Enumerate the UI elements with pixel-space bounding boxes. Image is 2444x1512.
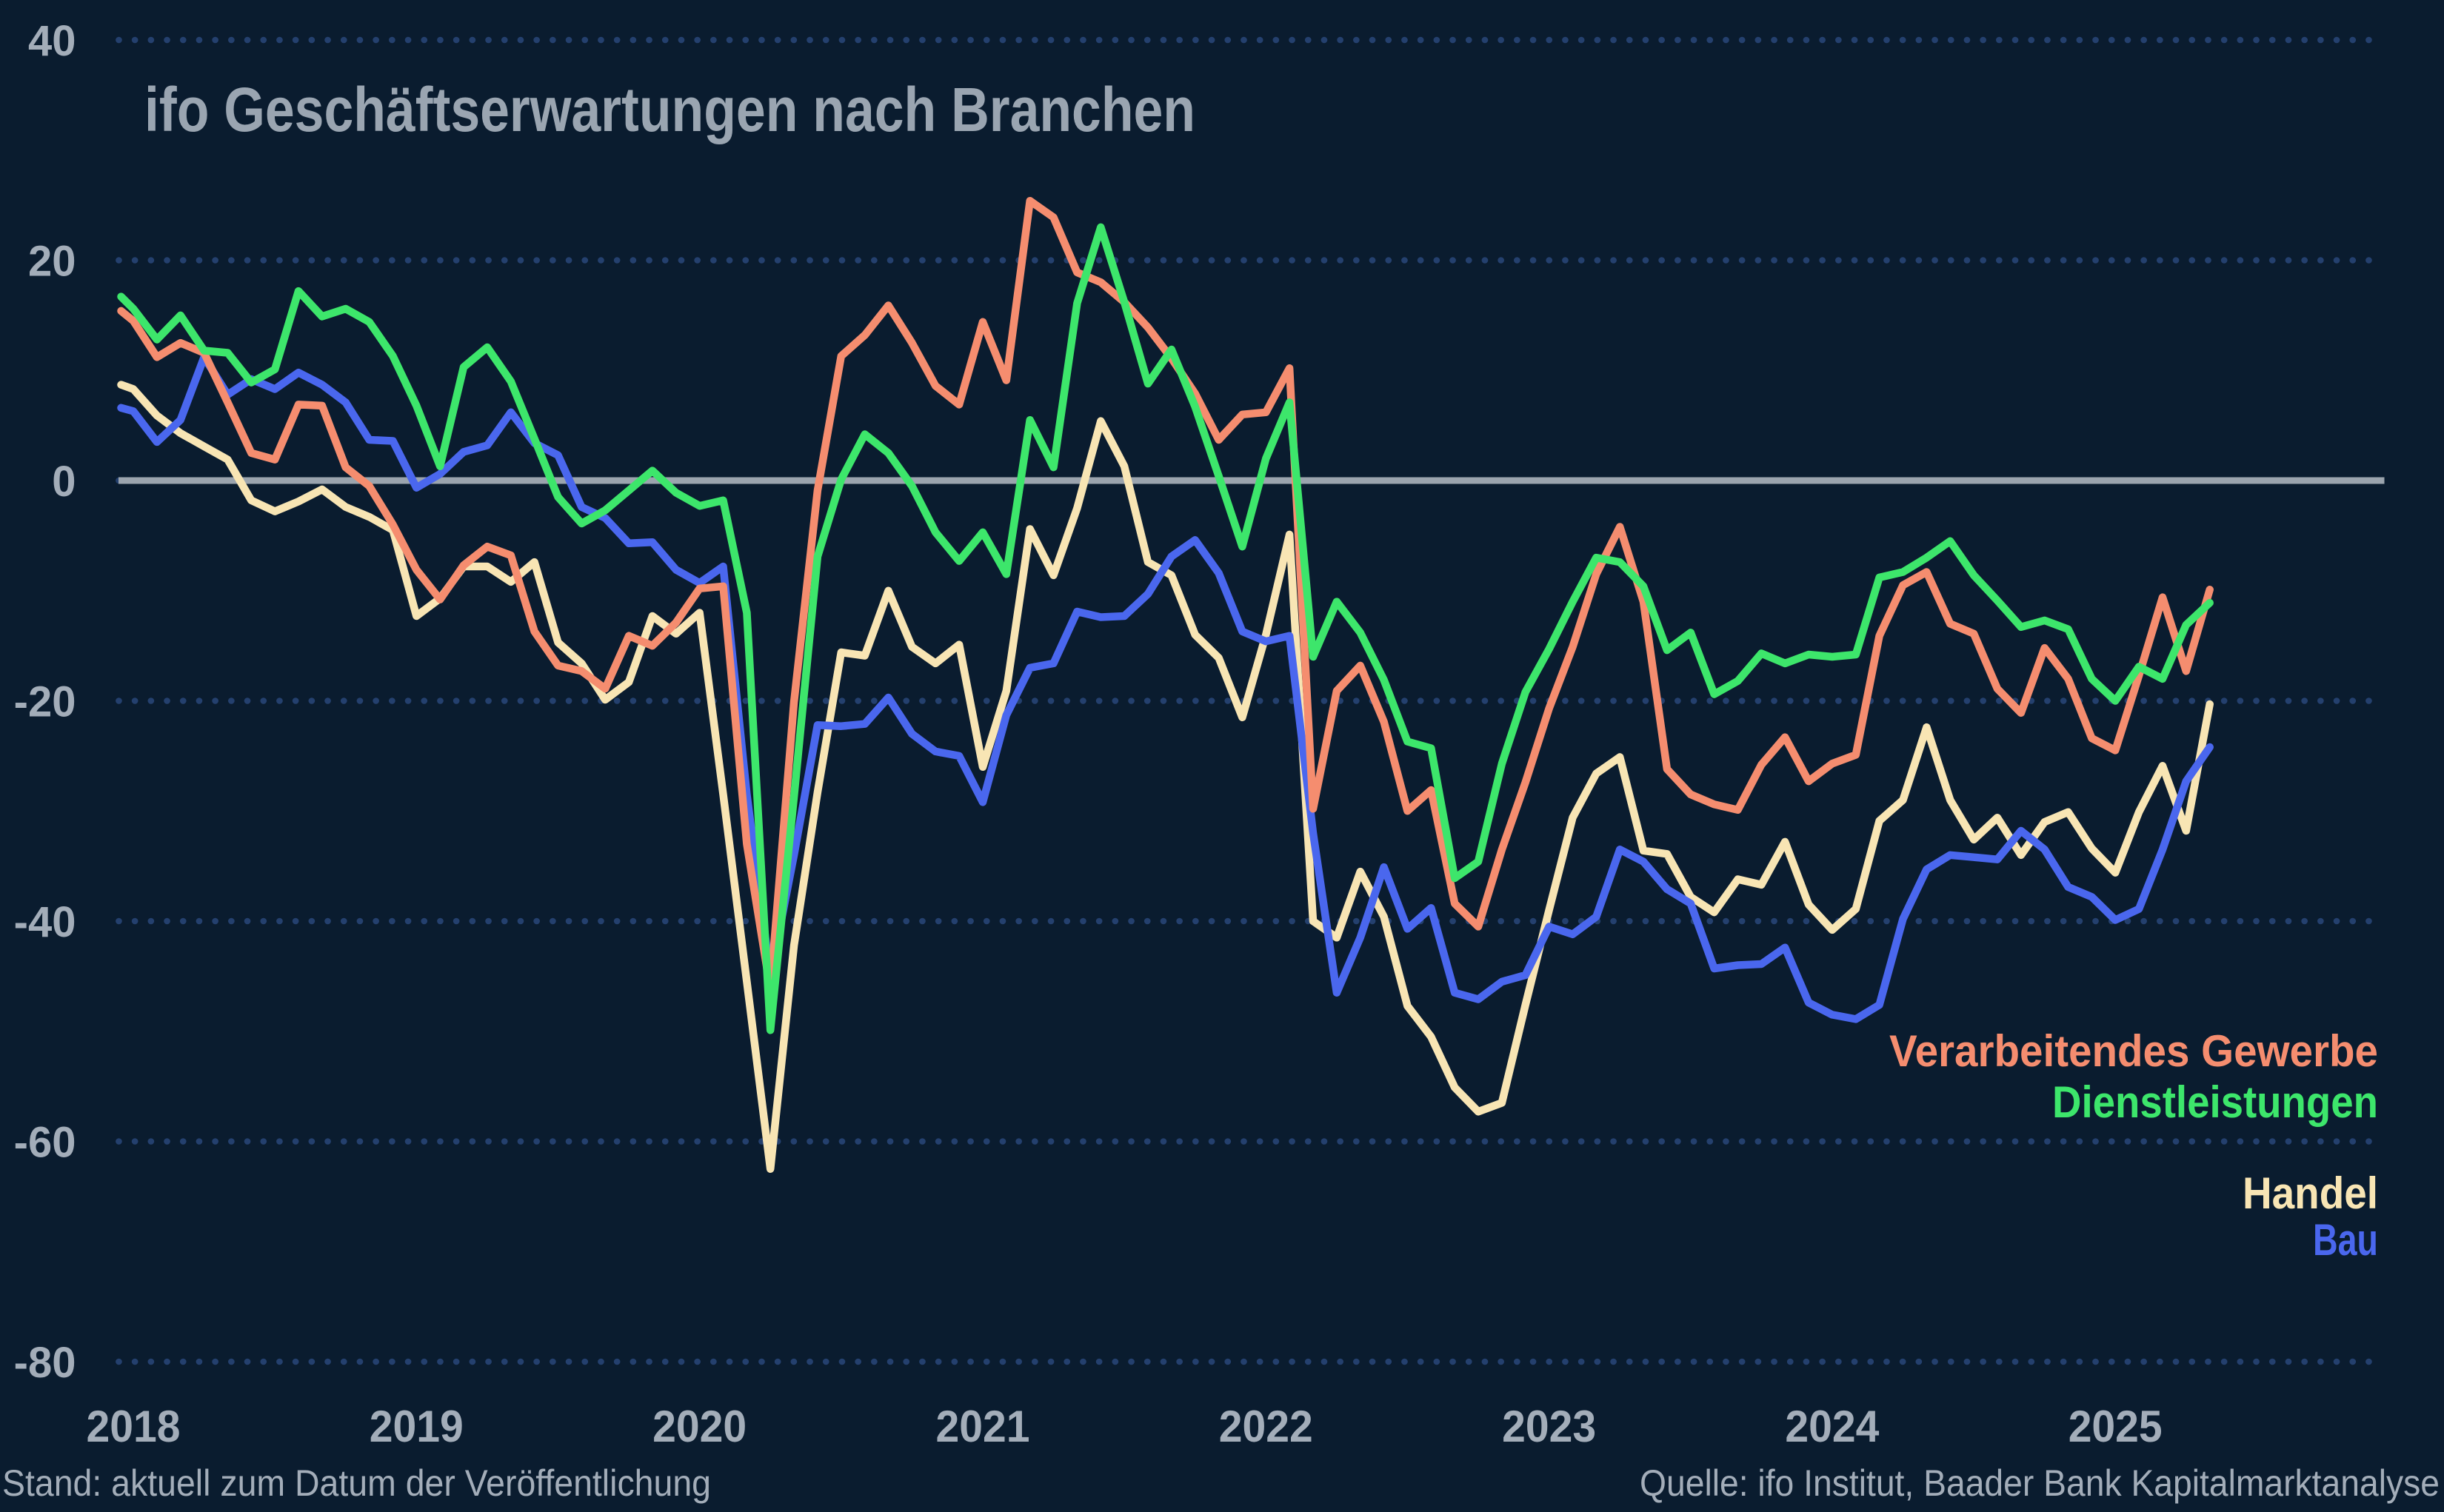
- svg-text:0: 0: [52, 458, 76, 506]
- svg-text:-20: -20: [14, 678, 76, 726]
- svg-text:Quelle: ifo Institut, Baader B: Quelle: ifo Institut, Baader Bank Kapita…: [1640, 1462, 2440, 1504]
- svg-text:Verarbeitendes Gewerbe: Verarbeitendes Gewerbe: [1889, 1026, 2378, 1076]
- svg-text:40: 40: [28, 17, 76, 65]
- svg-text:20: 20: [28, 238, 76, 286]
- svg-text:-60: -60: [14, 1119, 76, 1167]
- svg-text:2020: 2020: [652, 1402, 747, 1451]
- svg-text:Handel: Handel: [2243, 1168, 2378, 1218]
- svg-text:Bau: Bau: [2313, 1215, 2378, 1265]
- svg-text:2018: 2018: [87, 1402, 181, 1451]
- svg-text:2019: 2019: [370, 1402, 464, 1451]
- svg-text:2021: 2021: [936, 1402, 1030, 1451]
- svg-text:2025: 2025: [2069, 1402, 2163, 1451]
- svg-text:2022: 2022: [1219, 1402, 1313, 1451]
- svg-text:2023: 2023: [1502, 1402, 1596, 1451]
- svg-text:Dienstleistungen: Dienstleistungen: [2052, 1077, 2378, 1127]
- svg-text:ifo Geschäftserwartungen nach: ifo Geschäftserwartungen nach Branchen: [144, 75, 1195, 144]
- svg-text:2024: 2024: [1785, 1402, 1880, 1451]
- svg-text:-80: -80: [14, 1339, 76, 1387]
- svg-text:-40: -40: [14, 898, 76, 946]
- svg-text:Stand: aktuell zum Datum der V: Stand: aktuell zum Datum der Veröffentli…: [2, 1462, 711, 1504]
